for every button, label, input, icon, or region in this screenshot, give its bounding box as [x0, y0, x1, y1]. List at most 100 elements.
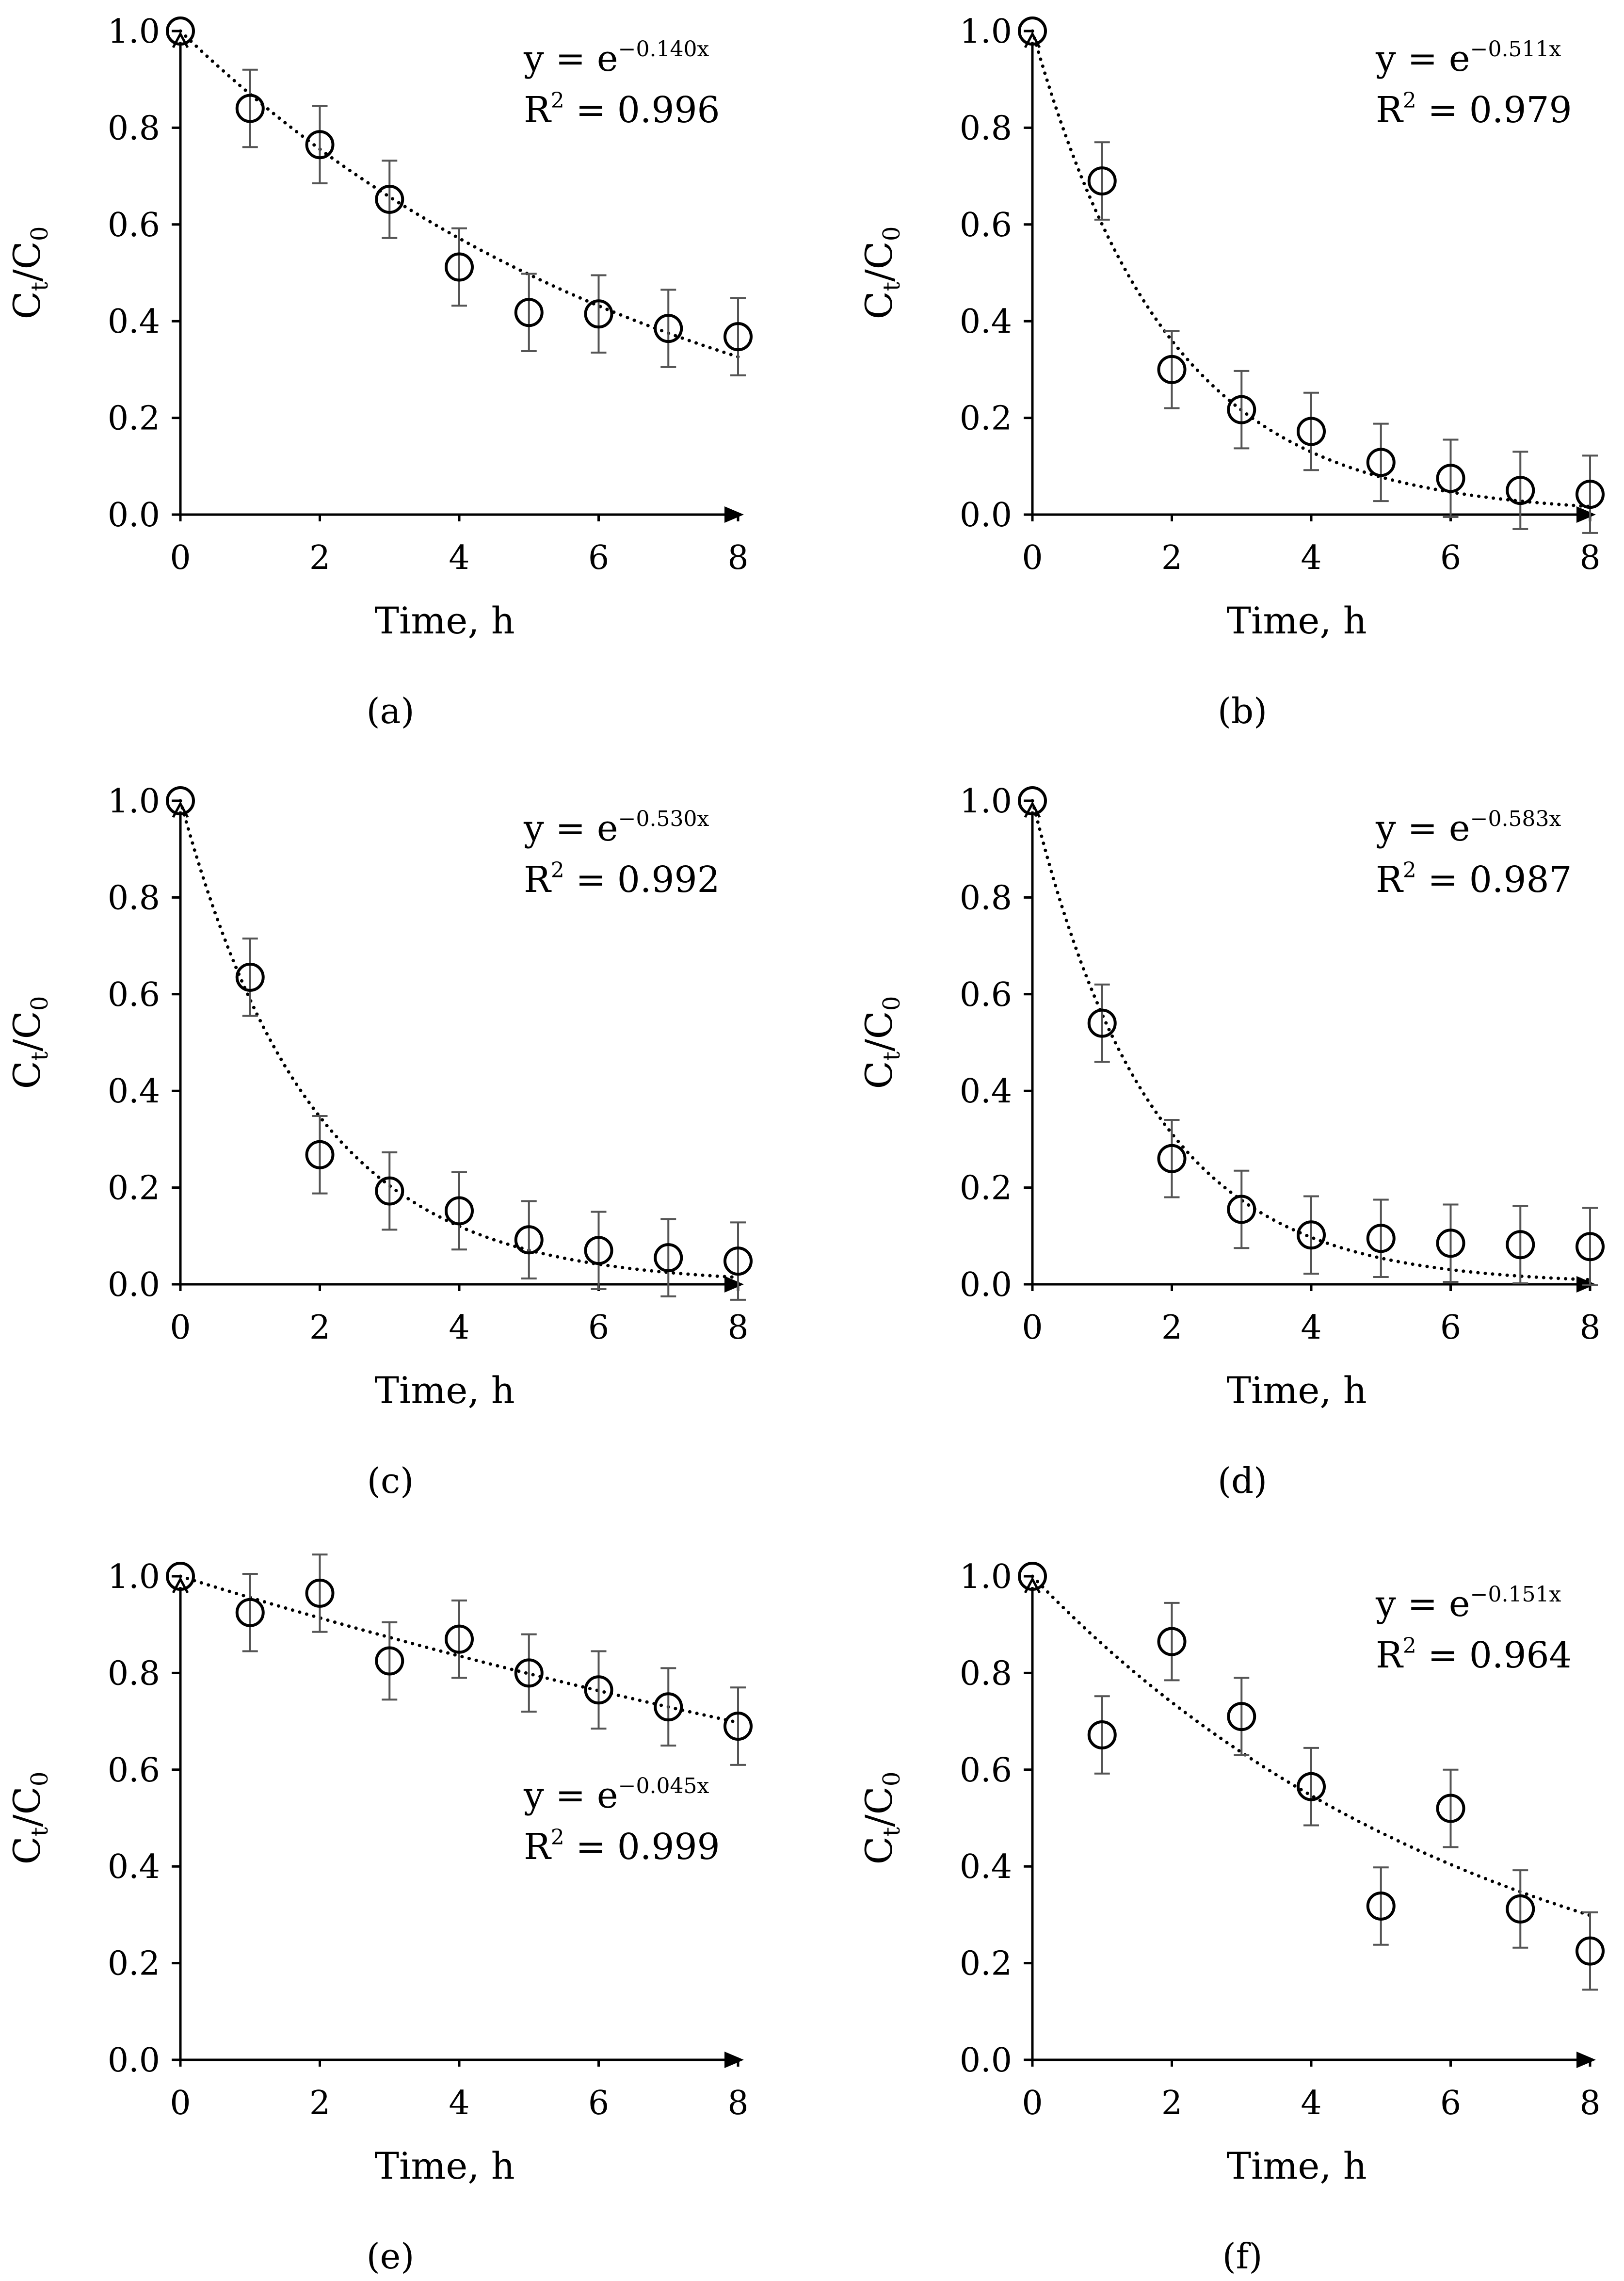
y-tick-label: 0.2	[960, 1945, 1012, 1983]
equation-exponent: −0.140x	[618, 37, 709, 62]
data-point	[375, 184, 404, 214]
data-point	[1506, 1894, 1535, 1924]
r2-superscript: 2	[1403, 858, 1416, 883]
data-point	[724, 1712, 753, 1741]
y-tick-label: 0.0	[108, 496, 160, 534]
y-tick-label: 1.0	[960, 1558, 1012, 1596]
data-point	[235, 94, 265, 123]
y-tick-label: 0.8	[960, 109, 1012, 147]
data-point	[1157, 1144, 1187, 1173]
data-point	[1506, 476, 1535, 505]
data-point	[514, 1658, 544, 1688]
y-title-sub1: t	[26, 282, 53, 291]
y-title-mid: /C	[5, 1011, 48, 1052]
data-point	[375, 1646, 404, 1676]
x-tick-label: 8	[1579, 2084, 1600, 2122]
equation-exponent: −0.151x	[1470, 1582, 1561, 1607]
data-point	[654, 1243, 683, 1273]
x-axis-title: Time, h	[1226, 1369, 1367, 1412]
x-tick-label: 2	[1161, 1309, 1182, 1347]
data-point	[1366, 448, 1396, 477]
y-title-mid: /C	[857, 241, 900, 282]
data-point	[375, 1176, 404, 1206]
data-point	[584, 299, 613, 329]
y-tick-label: 1.0	[108, 782, 160, 821]
y-tick-label: 0.6	[960, 206, 1012, 244]
y-title-sub2: 0	[26, 1772, 53, 1787]
y-tick-label: 1.0	[960, 13, 1012, 51]
data-point	[235, 1598, 265, 1627]
panel-caption: (d)	[1218, 1460, 1267, 1501]
y-title-mid: /C	[857, 1011, 900, 1052]
x-tick-label: 6	[588, 539, 609, 577]
y-tick-label: 0.2	[108, 1169, 160, 1208]
x-tick-label: 4	[1301, 2084, 1321, 2122]
y-axis-title: Ct/C0	[857, 226, 905, 320]
r2-value: = 0.987	[1416, 859, 1572, 901]
fit-curve	[1030, 799, 1592, 1282]
data-point	[445, 1624, 474, 1654]
y-tick-label: 1.0	[108, 1558, 160, 1596]
x-tick-label: 2	[309, 2084, 330, 2122]
data-point	[305, 130, 335, 160]
data-point	[1087, 1720, 1117, 1750]
y-tick-label: 0.8	[108, 109, 160, 147]
y-tick-label: 0.0	[960, 1266, 1012, 1304]
data-point	[514, 298, 544, 327]
y-axis-title: Ct/C0	[5, 996, 53, 1089]
y-tick-label: 1.0	[960, 782, 1012, 821]
panel-caption: (b)	[1218, 691, 1267, 731]
x-axis-title: Time, h	[374, 2144, 515, 2187]
y-title-main: C	[857, 1061, 900, 1089]
y-tick-label: 0.2	[960, 1169, 1012, 1208]
x-tick-label: 4	[449, 1309, 469, 1347]
y-title-sub2: 0	[26, 226, 53, 242]
data-point	[166, 16, 195, 46]
y-tick-label: 0.0	[960, 496, 1012, 534]
x-tick-label: 6	[1440, 2084, 1461, 2122]
x-tick-label: 6	[1440, 1309, 1461, 1347]
data-point	[305, 1140, 335, 1169]
data-point	[1157, 1627, 1187, 1656]
fit-curve	[1030, 1574, 1592, 1917]
r-squared: R2 = 0.964	[1376, 1634, 1572, 1676]
r2-value: = 0.996	[564, 89, 720, 131]
fit-equation: y = e−0.151x	[1375, 1582, 1561, 1625]
y-tick-label: 0.6	[108, 976, 160, 1014]
y-tick-label: 0.6	[960, 976, 1012, 1014]
x-tick-label: 6	[588, 1309, 609, 1347]
x-tick-label: 8	[1579, 539, 1600, 577]
y-tick-label: 0.4	[960, 1072, 1012, 1111]
y-tick-label: 0.2	[960, 400, 1012, 438]
data-point	[1227, 395, 1256, 424]
data-point	[724, 322, 753, 352]
y-tick-label: 0.0	[960, 2041, 1012, 2080]
r-squared: R2 = 0.992	[524, 858, 720, 901]
y-tick-label: 0.4	[108, 303, 160, 341]
equation-prefix: y = e	[523, 808, 618, 849]
r2-prefix: R	[1376, 89, 1404, 131]
data-point	[166, 786, 195, 815]
x-tick-label: 2	[309, 539, 330, 577]
y-title-sub2: 0	[878, 226, 905, 242]
data-point	[654, 1692, 683, 1722]
data-point	[1087, 166, 1117, 196]
data-point	[166, 1562, 195, 1591]
y-title-sub2: 0	[878, 1772, 905, 1787]
x-axis-title: Time, h	[374, 1369, 515, 1412]
y-title-sub2: 0	[878, 996, 905, 1011]
fit-equation: y = e−0.511x	[1375, 37, 1561, 80]
data-point	[235, 962, 265, 992]
r2-prefix: R	[524, 89, 552, 131]
r2-prefix: R	[524, 1826, 552, 1868]
r2-superscript: 2	[551, 88, 564, 113]
y-axis-title: Ct/C0	[857, 996, 905, 1089]
r2-value: = 0.992	[564, 859, 720, 901]
r2-value: = 0.979	[1416, 89, 1572, 131]
x-tick-label: 2	[309, 1309, 330, 1347]
y-title-sub1: t	[26, 1827, 53, 1836]
